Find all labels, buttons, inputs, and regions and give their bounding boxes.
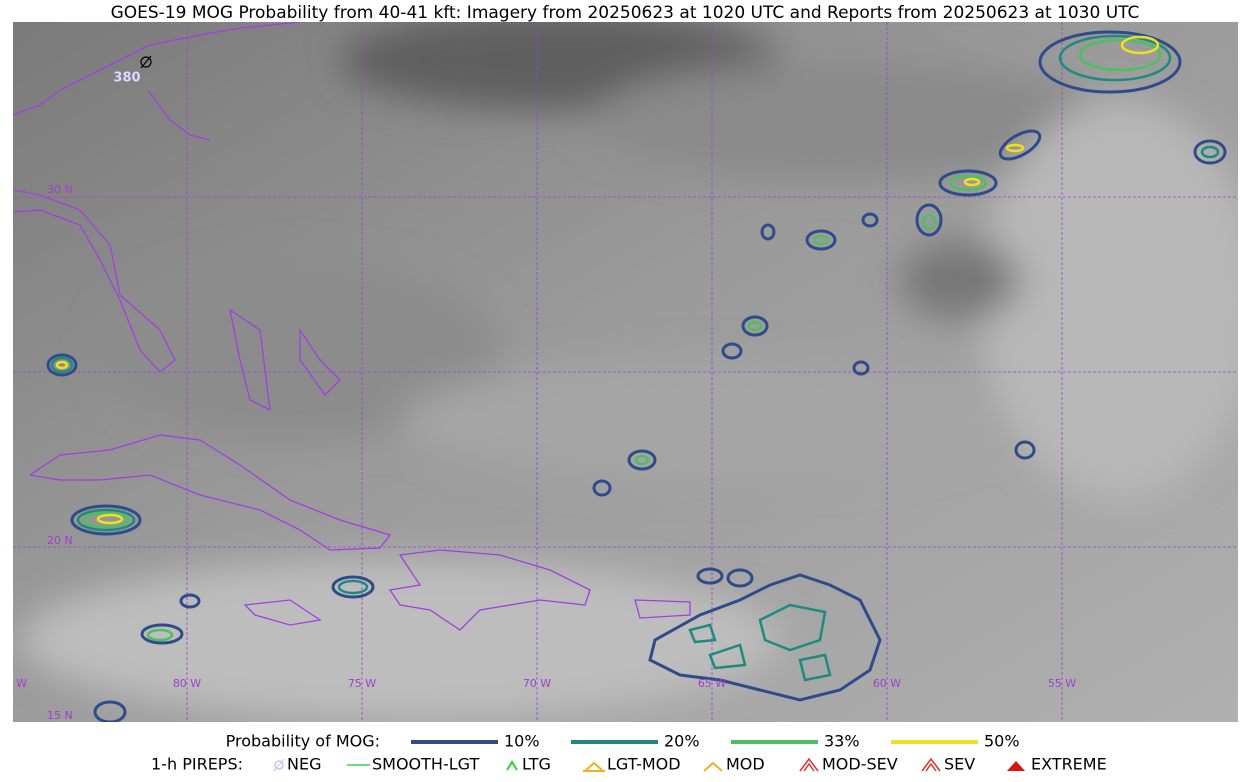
graticule-labels: 30 N 20 N 15 N 85 W 80 W 75 W 70 W 65 W 60 W 55 W bbox=[0, 183, 1076, 722]
graticule bbox=[13, 22, 1238, 722]
legend-label: 50% bbox=[984, 732, 1020, 751]
lat-label: 30 N bbox=[47, 183, 73, 196]
lon-label: 80 W bbox=[173, 677, 201, 690]
lon-label: 85 W bbox=[0, 677, 27, 690]
legend: Probability of MOG: 1-h PIREPS: 10% 20% 33… bbox=[151, 732, 1107, 774]
legend-label: LTG bbox=[522, 755, 551, 774]
legend-title: Probability of MOG: bbox=[226, 732, 380, 751]
legend-label: 33% bbox=[824, 732, 860, 751]
legend-label: MOD bbox=[726, 755, 765, 774]
legend-label: SEV bbox=[944, 755, 975, 774]
title: GOES-19 MOG Probability from 40-41 kft: … bbox=[111, 3, 1140, 23]
lat-label: 20 N bbox=[47, 534, 73, 547]
pirep-symbol bbox=[273, 758, 285, 772]
pirep-symbol bbox=[583, 761, 605, 772]
pirep-symbol bbox=[506, 760, 518, 771]
lon-label: 65 W bbox=[698, 677, 726, 690]
map: 380 30 N 20 N 15 N 85 W 80 W 75 W 70 W 65 W 60 W… bbox=[0, 22, 1238, 722]
legend-title: 1-h PIREPS: bbox=[151, 755, 243, 774]
cloud-texture bbox=[20, 22, 1238, 720]
lat-label: 15 N bbox=[47, 709, 73, 722]
lon-label: 75 W bbox=[348, 677, 376, 690]
pirep-report: 380 bbox=[113, 55, 152, 86]
legend-label: EXTREME bbox=[1031, 755, 1107, 774]
pirep-symbol bbox=[799, 757, 819, 772]
pirep-symbol bbox=[1007, 761, 1025, 771]
report-label: 380 bbox=[113, 71, 140, 86]
legend-label: 20% bbox=[664, 732, 700, 751]
pirep-symbol bbox=[921, 757, 941, 772]
lon-label: 55 W bbox=[1048, 677, 1076, 690]
lon-label: 60 W bbox=[873, 677, 901, 690]
legend-label: MOD-SEV bbox=[822, 755, 898, 774]
legend-label: SMOOTH-LGT bbox=[372, 755, 479, 774]
mog-contours bbox=[46, 30, 1227, 722]
legend-label: LGT-MOD bbox=[607, 755, 681, 774]
legend-label: NEG bbox=[287, 755, 321, 774]
legend-label: 10% bbox=[504, 732, 540, 751]
pirep-symbol bbox=[703, 761, 723, 772]
lon-label: 70 W bbox=[523, 677, 551, 690]
coastlines bbox=[13, 22, 691, 631]
